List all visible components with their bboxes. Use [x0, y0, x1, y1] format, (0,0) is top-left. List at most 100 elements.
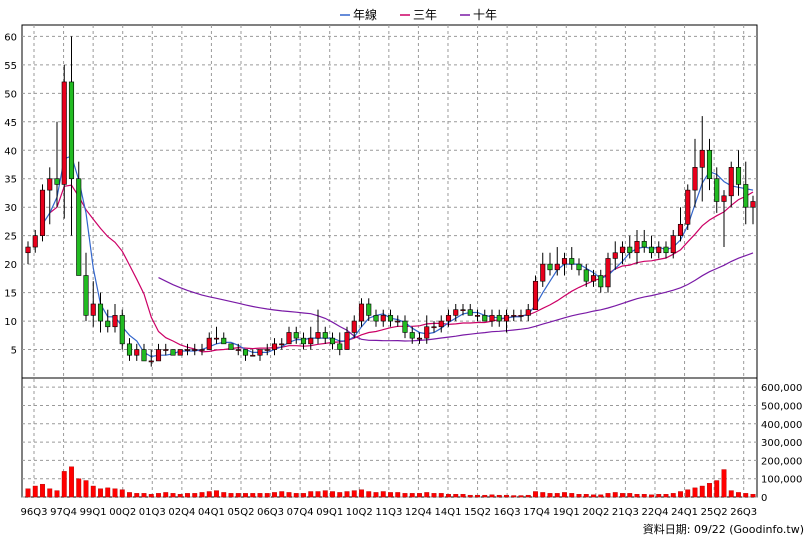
- candle-down: [482, 315, 488, 322]
- volume-bar: [707, 483, 712, 498]
- volume-bar: [185, 493, 190, 498]
- volume-bar: [641, 494, 647, 498]
- volume-bar: [163, 492, 169, 498]
- x-tick-label: 10Q2: [346, 507, 373, 518]
- candle-up: [511, 315, 517, 317]
- candle-down: [627, 246, 633, 254]
- volume-bar: [692, 487, 698, 498]
- price-tick-label: 45: [4, 118, 17, 129]
- volume-bar: [424, 492, 430, 498]
- candle-up: [561, 258, 568, 265]
- volume-bar: [98, 488, 103, 498]
- grid: [22, 25, 757, 498]
- volume-bar: [228, 493, 234, 498]
- volume-bar: [192, 493, 198, 498]
- x-tick-label: 22Q4: [641, 507, 668, 518]
- volume-bar: [460, 494, 466, 498]
- candle-down: [663, 246, 669, 254]
- candle-up: [685, 189, 691, 225]
- plot-border: [21, 24, 758, 498]
- volume-bar: [264, 493, 270, 498]
- x-tick-label: 00Q2: [109, 507, 136, 518]
- x-tick-label: 24Q1: [671, 507, 698, 518]
- volume-bar: [649, 494, 654, 498]
- candle-up: [271, 343, 278, 350]
- x-tick-label: 17Q4: [523, 507, 550, 518]
- volume-bar: [351, 490, 357, 498]
- candle-down: [706, 149, 713, 180]
- volume-bar: [170, 493, 176, 498]
- ma-three-year-line: [49, 184, 754, 353]
- volume-bar: [32, 485, 38, 498]
- candle-up: [134, 349, 140, 356]
- price-tick-label: 10: [4, 317, 17, 328]
- candle-up: [590, 275, 597, 282]
- volume-bar: [61, 471, 67, 498]
- volume-bar: [634, 494, 640, 498]
- candle-up: [619, 246, 626, 254]
- price-tick-label: 40: [4, 146, 17, 157]
- candle-down: [329, 337, 336, 345]
- candle-up: [431, 326, 437, 329]
- volume-bar: [547, 493, 553, 498]
- legend-label: 三年: [413, 8, 437, 22]
- candle-down: [641, 241, 647, 248]
- volume-bar: [134, 493, 140, 498]
- x-tick-label: 14Q1: [435, 507, 462, 518]
- price-tick-label: 25: [4, 232, 17, 243]
- x-tick-label: 05Q2: [228, 507, 255, 518]
- x-tick-label: 20Q2: [582, 507, 609, 518]
- volume-bar: [438, 493, 444, 498]
- candle-down: [409, 332, 415, 339]
- volume-bar: [511, 495, 517, 498]
- plot-frame: [21, 24, 758, 498]
- x-tick-label: 25Q2: [701, 507, 728, 518]
- volume-bar: [156, 493, 161, 498]
- volume-bar: [40, 483, 45, 498]
- x-tick-label: 04Q1: [198, 507, 225, 518]
- volume-bar: [330, 491, 335, 498]
- candle-up: [728, 167, 734, 197]
- x-tick-label: 06Q3: [257, 507, 284, 518]
- candle-down: [322, 332, 328, 339]
- volume-tick-label: 600,000: [761, 383, 802, 394]
- candle-up: [250, 354, 256, 357]
- volume-bar: [685, 489, 691, 498]
- volume-bar: [380, 491, 386, 498]
- volume-bar: [286, 492, 292, 498]
- candle-up: [380, 315, 386, 322]
- volume-bar: [301, 493, 306, 498]
- volume-bar: [221, 492, 227, 498]
- volume-bar: [728, 490, 734, 498]
- candle-down: [467, 309, 473, 316]
- candle-up: [699, 149, 705, 168]
- price-tick-label: 35: [4, 175, 17, 186]
- candle-up: [47, 178, 53, 191]
- candle-up: [148, 360, 154, 363]
- volume-tick-label: 400,000: [761, 420, 802, 431]
- candle-up: [445, 315, 452, 322]
- price-tick-label: 50: [4, 89, 17, 100]
- candle-down: [598, 275, 604, 288]
- volume-bar: [127, 492, 132, 498]
- candle-down: [97, 303, 104, 322]
- volume-tick-label: 300,000: [761, 438, 802, 449]
- candle-down: [576, 263, 582, 271]
- candle-up: [184, 349, 191, 351]
- volume-bar: [47, 488, 53, 498]
- price-tick-label: 55: [4, 61, 17, 72]
- candle-down: [714, 178, 720, 202]
- volume-bar: [119, 489, 125, 498]
- volume-bar: [453, 494, 459, 498]
- volume-bar: [627, 493, 633, 498]
- x-tick-label: 09Q1: [316, 507, 343, 518]
- price-tick-label: 60: [4, 32, 17, 43]
- volume-bar: [373, 492, 379, 498]
- candle-up: [634, 241, 640, 254]
- x-tick-label: 21Q3: [612, 507, 639, 518]
- volume-bar: [562, 492, 567, 498]
- legend-label: 年線: [353, 7, 377, 22]
- volume-bar: [678, 491, 683, 498]
- volume-bar: [69, 466, 74, 498]
